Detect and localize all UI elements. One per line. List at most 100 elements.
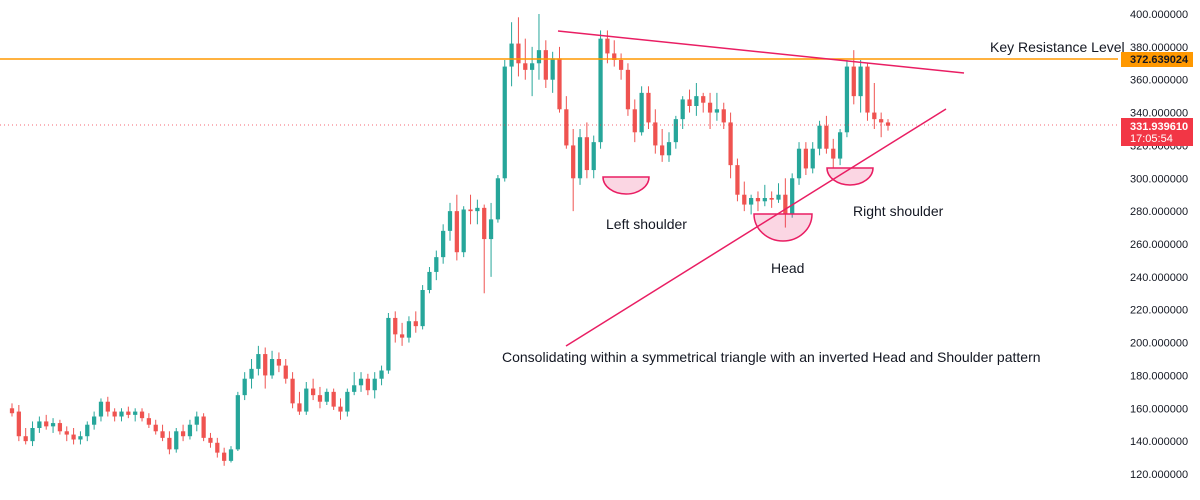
- candle: [482, 204, 487, 294]
- candle: [591, 135, 596, 179]
- candle-body: [78, 436, 83, 440]
- candle-body: [393, 317, 398, 335]
- candle: [16, 405, 21, 442]
- candle-body: [64, 431, 69, 435]
- candle: [530, 46, 535, 97]
- candle-body: [37, 421, 42, 428]
- candle: [393, 311, 398, 343]
- candle-body: [824, 125, 829, 149]
- candle-body: [749, 198, 754, 205]
- candle: [194, 411, 199, 432]
- candle-body: [482, 207, 487, 240]
- candle: [865, 63, 870, 121]
- candle-body: [653, 122, 658, 146]
- y-tick-label: 340.000000: [1130, 108, 1188, 120]
- candle-body: [885, 122, 891, 126]
- candle-body: [769, 198, 774, 200]
- candle: [228, 446, 234, 463]
- candle-body: [44, 421, 49, 427]
- candle: [441, 224, 446, 264]
- candle-body: [714, 109, 720, 113]
- candle: [625, 63, 631, 116]
- candle: [249, 359, 254, 389]
- candle: [187, 419, 193, 440]
- candle-body: [263, 354, 268, 376]
- candle-body: [790, 178, 795, 215]
- candle-body: [249, 368, 254, 379]
- candle-body: [817, 125, 822, 149]
- candle-body: [530, 63, 535, 70]
- candle: [311, 378, 316, 401]
- candle: [139, 408, 145, 422]
- candle: [447, 202, 453, 241]
- left-shoulder-arc: [602, 176, 650, 195]
- pattern-overlays: [0, 30, 1118, 347]
- candle-body: [516, 43, 521, 64]
- right-shoulder-arc: [826, 167, 874, 186]
- candle-body: [858, 66, 863, 97]
- candle-body: [180, 431, 186, 437]
- candle: [475, 199, 480, 225]
- candle: [666, 132, 672, 162]
- candle-body: [475, 207, 480, 212]
- candle: [92, 411, 97, 430]
- candle-body: [358, 378, 364, 386]
- candle-body: [872, 112, 877, 120]
- candle-body: [290, 378, 295, 404]
- y-tick-label: 120.000000: [1130, 469, 1188, 481]
- candle-body: [454, 211, 459, 253]
- candle-body: [680, 99, 685, 120]
- candle-body: [865, 66, 870, 113]
- candle-body: [646, 92, 651, 123]
- candle: [571, 129, 576, 212]
- candle-body: [660, 145, 665, 156]
- candle-body: [776, 194, 781, 200]
- price-badges: 372.639024 331.939610 17:05:54: [1121, 52, 1193, 146]
- candle-body: [16, 411, 21, 437]
- candle: [242, 372, 247, 401]
- candle: [201, 413, 206, 442]
- candle-body: [57, 423, 63, 432]
- candle-body: [98, 401, 104, 417]
- candle-body: [406, 321, 412, 338]
- candle-body: [618, 60, 624, 70]
- candle-body: [242, 378, 247, 396]
- candle-body: [550, 58, 555, 80]
- resistance-badge: [1121, 52, 1193, 67]
- candle-body: [208, 437, 213, 443]
- candle-body: [345, 391, 350, 412]
- candle: [796, 142, 802, 185]
- candle-body: [304, 388, 309, 412]
- candle: [879, 112, 884, 138]
- candle: [85, 421, 90, 442]
- candle-body: [755, 198, 761, 202]
- candle-body: [612, 53, 617, 60]
- candle-body: [71, 434, 76, 440]
- candle-body: [591, 142, 596, 171]
- candle-body: [742, 194, 747, 205]
- candle-body: [215, 442, 220, 453]
- candle: [680, 96, 685, 129]
- annotations: Key Resistance Level Left shoulder Head …: [502, 39, 1125, 365]
- candle: [488, 202, 494, 277]
- candle: [365, 373, 370, 396]
- pattern-note: Consolidating within a symmetrical trian…: [502, 349, 1041, 365]
- candle-body: [536, 50, 542, 64]
- current-price-badge: [1121, 118, 1193, 146]
- candle: [406, 316, 412, 343]
- candle-body: [167, 437, 172, 450]
- candle-body: [523, 63, 528, 70]
- candle: [803, 142, 808, 175]
- candle-body: [297, 403, 302, 412]
- candle: [660, 129, 665, 162]
- candle-body: [707, 102, 713, 113]
- candle: [755, 191, 761, 212]
- candle-body: [468, 209, 473, 212]
- candle: [37, 416, 42, 433]
- candle: [146, 413, 151, 428]
- candle: [167, 431, 172, 455]
- candle-body: [9, 408, 15, 414]
- candle-body: [105, 401, 110, 412]
- candle-body: [762, 198, 767, 202]
- y-axis: 120.000000 140.000000 160.000000 180.000000…: [1130, 9, 1188, 481]
